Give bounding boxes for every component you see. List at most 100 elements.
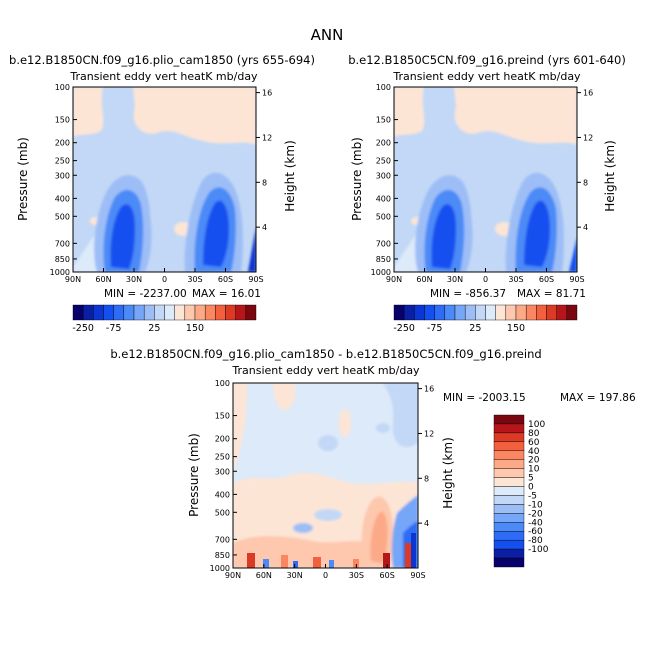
panel-plio-pressure-tick-label: 100	[55, 83, 70, 92]
colorbar-preind-swatch	[454, 304, 466, 321]
panel-diff-pressure-tick-label: 150	[215, 412, 230, 421]
colorbar-diff-label: -20	[528, 509, 543, 519]
colorbar-diff-label: 5	[528, 474, 534, 484]
colorbar-preind-swatch	[475, 304, 486, 321]
panel-diff-x-tick-label: 90S	[410, 571, 425, 580]
colorbar-plio-swatch	[113, 304, 125, 321]
figure-title: ANN	[311, 26, 344, 44]
colorbar-diff-swatch	[493, 522, 525, 532]
colorbar-plio-swatch	[133, 304, 145, 321]
panel-preind-x-tick-label: 60S	[539, 275, 554, 284]
panel-diff-pressure-tick-label: 850	[215, 551, 230, 560]
panel-plio-min-label: MIN = -2237.00	[104, 288, 187, 300]
panel-preind-ylabel: Pressure (mb)	[350, 137, 364, 221]
panel-diff-x-tick-label: 30N	[287, 571, 303, 580]
colorbar-diff-swatch	[493, 477, 525, 487]
colorbar-plio-swatch	[103, 304, 114, 321]
panel-diff-x-tick-label: 0	[323, 571, 328, 580]
panel-preind-title: b.e12.B1850C5CN.f09_g16.preind (yrs 601-…	[348, 53, 626, 67]
colorbar-plio-swatch	[154, 304, 165, 321]
colorbar-diff-swatch	[493, 468, 525, 478]
colorbar-preind-swatch	[546, 304, 557, 321]
panel-diff-ylabel-right: Height (km)	[441, 437, 455, 508]
colorbar-diff-swatch	[493, 548, 525, 559]
panel-diff-height-tick-label: 12	[424, 429, 434, 438]
colorbar-preind-swatch	[495, 304, 507, 321]
colorbar-diff-label: 80	[528, 429, 540, 439]
colorbar-diff-swatch	[493, 441, 525, 451]
colorbar-plio-swatch	[194, 304, 206, 321]
colorbar-preind-label: 150	[507, 323, 525, 334]
colorbar-plio-swatch	[204, 304, 216, 321]
panel-preind-x-tick-label: 30S	[508, 275, 523, 284]
colorbar-diff-label: -5	[528, 491, 537, 501]
panel-plio-height-tick-label: 4	[262, 223, 267, 232]
colorbar-plio-label: 150	[186, 323, 204, 334]
panel-plio-pressure-tick-label: 200	[55, 139, 70, 148]
colorbar-plio-swatch	[143, 304, 155, 321]
colorbar-preind-swatch	[556, 304, 568, 321]
panel-plio-height-tick-label: 8	[262, 178, 267, 187]
colorbar-preind-swatch	[515, 304, 527, 321]
panel-diff-x-tick-label: 60N	[256, 571, 272, 580]
colorbar-preind-swatch	[403, 304, 415, 321]
colorbar-diff-label: -10	[528, 500, 543, 510]
panel-diff-pressure-tick-label: 100	[215, 379, 230, 388]
colorbar-plio-swatch	[82, 304, 94, 321]
panel-preind-ylabel-right: Height (km)	[603, 140, 617, 211]
panel-preind-x-tick-label: 60N	[416, 275, 432, 284]
panel-diff-pressure-tick-label: 300	[215, 467, 230, 476]
panel-preind: b.e12.B1850C5CN.f09_g16.preind (yrs 601-…	[348, 53, 626, 300]
panel-plio-x-tick-label: 60N	[95, 275, 111, 284]
colorbar-diff-swatch	[493, 557, 525, 568]
colorbar-plio-swatch	[93, 304, 104, 321]
colorbar-preind-swatch	[424, 304, 435, 321]
colorbar-preind-label: 25	[469, 323, 481, 334]
panel-diff-pressure-tick-label: 700	[215, 535, 230, 544]
panel-preind-pressure-tick-label: 300	[376, 171, 391, 180]
colorbar-diff-swatch	[493, 531, 525, 541]
colorbar-diff-label: 100	[528, 420, 545, 430]
colorbar-diff-swatch	[493, 504, 525, 514]
colorbar-plio-label: -250	[72, 323, 94, 334]
colorbar-diff-swatch	[493, 486, 525, 496]
panel-plio-title: b.e12.B1850CN.f09_g16.plio_cam1850 (yrs …	[9, 53, 315, 67]
colorbar-diff-label: 40	[528, 447, 540, 457]
colorbar-diff-swatch	[493, 423, 525, 434]
panel-preind-pressure-tick-label: 250	[376, 157, 391, 166]
panel-preind-height-tick-label: 8	[583, 178, 588, 187]
colorbar-preind-label: -75	[427, 323, 443, 334]
panel-preind-x-tick-label: 90N	[386, 275, 402, 284]
panel-preind-pressure-tick-label: 200	[376, 139, 391, 148]
panel-preind-pressure-tick-label: 1000	[371, 268, 391, 277]
panel-diff-pressure-tick-label: 400	[215, 490, 230, 499]
colorbar-diff-swatch	[493, 432, 525, 443]
colorbar-preind-swatch	[464, 304, 476, 321]
panel-diff-pressure-tick-label: 1000	[210, 564, 230, 573]
panel-plio-height-tick-label: 12	[262, 133, 272, 142]
panel-plio-x-tick-label: 30N	[126, 275, 142, 284]
colorbar-preind-swatch	[505, 304, 517, 321]
panel-plio-field	[73, 87, 256, 272]
panel-plio-max-label: MAX = 16.01	[192, 288, 261, 300]
panel-plio-x-tick-label: 90N	[65, 275, 81, 284]
colorbar-diff-label: -60	[528, 527, 543, 537]
panel-preind-pressure-tick-label: 500	[376, 212, 391, 221]
panel-preind-height-tick-label: 4	[583, 223, 588, 232]
panel-plio-pressure-tick-label: 150	[55, 116, 70, 125]
colorbar-plio-swatch	[235, 304, 247, 321]
colorbar-plio-swatch	[184, 304, 196, 321]
colorbar-diff-label: 0	[528, 483, 534, 493]
panel-plio-x-tick-label: 90S	[248, 275, 263, 284]
colorbar-plio-swatch	[225, 304, 236, 321]
panel-diff-height-tick-label: 8	[424, 474, 429, 483]
colorbar-diff-label: 10	[528, 465, 540, 475]
colorbar-preind-swatch	[434, 304, 446, 321]
colorbar-diff-label: 60	[528, 438, 540, 448]
panel-preind-min-label: MIN = -856.37	[430, 288, 506, 300]
panel-preind-pressure-tick-label: 850	[376, 255, 391, 264]
colorbar-preind-swatch	[393, 304, 405, 321]
panel-plio-pressure-tick-label: 1000	[50, 268, 70, 277]
panel-diff-pressure-tick-label: 500	[215, 508, 230, 517]
panel-plio-ylabel-right: Height (km)	[283, 140, 297, 211]
